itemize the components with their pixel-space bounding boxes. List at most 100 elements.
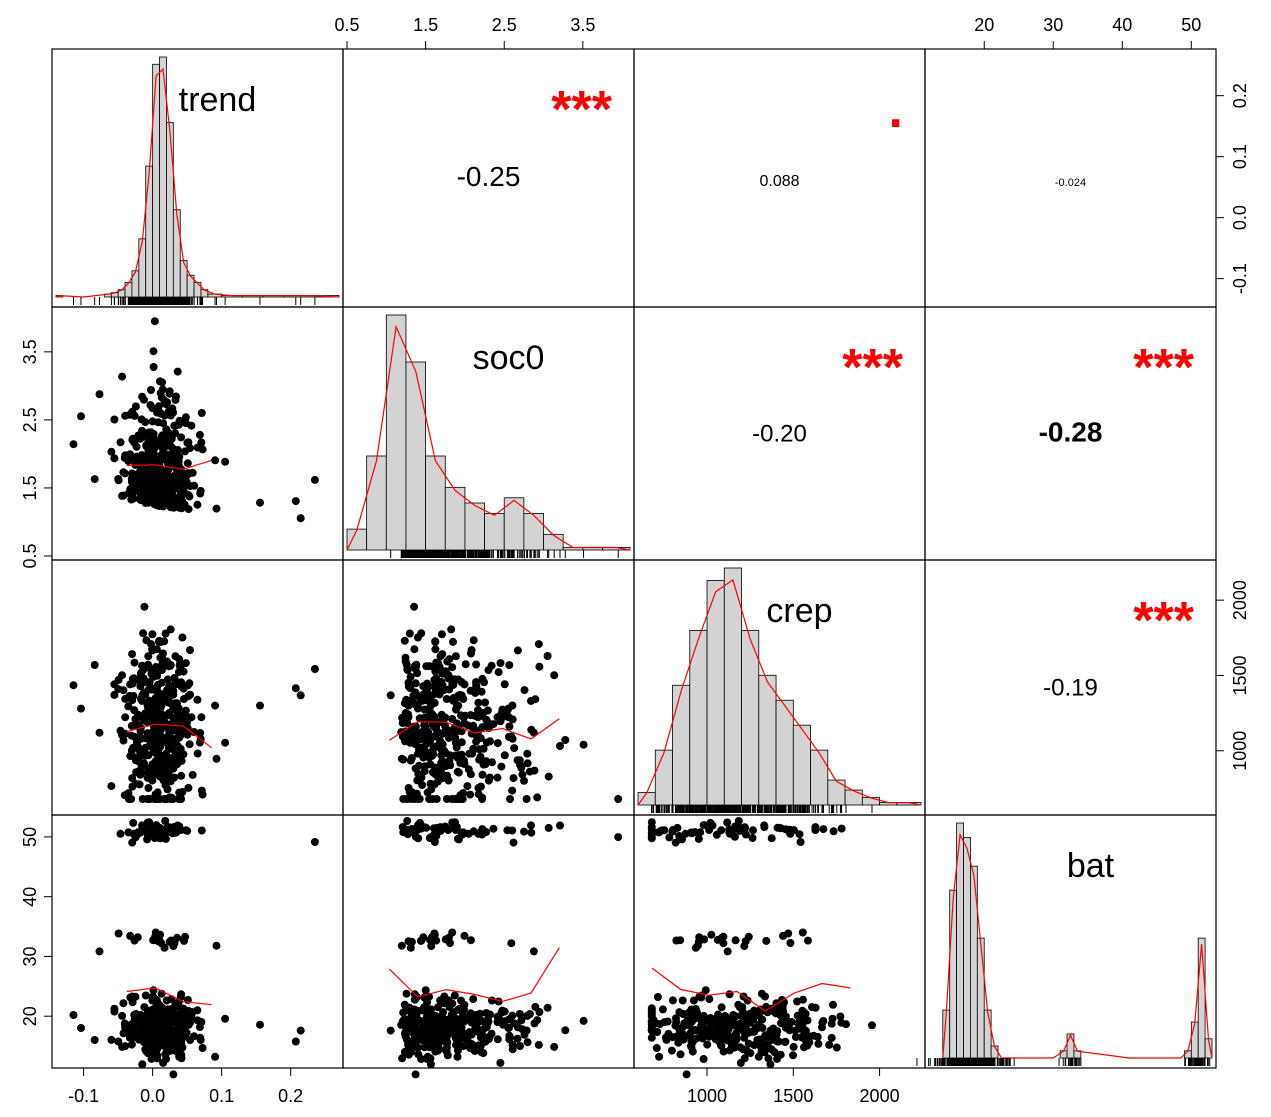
scatter-point: [150, 825, 159, 834]
scatter-point: [530, 1019, 539, 1028]
scatter-point: [136, 734, 145, 743]
scatter-point: [469, 827, 478, 836]
scatter-point: [174, 668, 183, 677]
scatter-point: [211, 1052, 220, 1061]
scatter-point: [121, 713, 130, 722]
scatter-point: [423, 788, 432, 797]
scatter-point: [508, 701, 517, 710]
scatter-point: [868, 1021, 876, 1030]
scatter-point: [138, 466, 147, 475]
scatter-point: [296, 514, 305, 523]
scatter-point: [649, 1016, 658, 1025]
scatter-point: [672, 936, 681, 945]
scatter-point: [482, 757, 491, 766]
scatter-point: [256, 701, 264, 710]
scatter-point: [145, 440, 154, 449]
scatter-point: [454, 768, 463, 777]
scatter-point: [193, 1006, 202, 1015]
scatter-point: [503, 826, 512, 835]
histogram-bar: [152, 63, 160, 298]
scatter-point: [157, 450, 166, 459]
scatter-point: [427, 1005, 436, 1014]
scatter-point: [411, 663, 420, 672]
axes: -0.1 0.0 0.1 0.2 1000 1500 2000 0.5 1.5 2.5 3.5 20 3…: [20, 15, 1250, 1106]
scatter-point: [156, 1031, 165, 1040]
histogram-bar: [844, 789, 863, 806]
scatter-point: [479, 744, 488, 753]
scatter-crep-vs-soc0: [386, 602, 623, 803]
scatter-point: [407, 795, 416, 803]
scatter-point: [424, 728, 433, 736]
scatter-crep-vs-trend: [69, 602, 319, 803]
scatter-point: [614, 795, 623, 803]
scatter-point: [403, 719, 412, 727]
scatter-point: [110, 690, 119, 699]
scatter-point: [184, 505, 193, 514]
scatter-point: [141, 751, 150, 760]
scatter-point: [185, 1019, 194, 1027]
scatter-point: [647, 1005, 656, 1014]
scatter-point: [397, 1020, 406, 1029]
scatter-point: [413, 633, 422, 642]
scatter-point: [401, 737, 409, 746]
scatter-point: [431, 1019, 440, 1028]
scatter-point: [163, 785, 172, 794]
scatter-point: [739, 1045, 747, 1054]
y-tick-label: 40: [20, 887, 40, 907]
scatter-point: [760, 1048, 769, 1057]
scatter-point: [181, 721, 189, 730]
scatter-point: [412, 789, 421, 798]
scatter-point: [508, 1011, 517, 1020]
scatter-point: [658, 1005, 667, 1014]
scatter-point: [723, 947, 732, 956]
scatter-point: [411, 1070, 420, 1079]
scatter-point: [534, 1040, 543, 1049]
scatter-point: [137, 762, 146, 771]
scatter-point: [457, 738, 466, 747]
scatter-point: [177, 682, 186, 691]
scatter-point: [174, 420, 183, 429]
scatter-point: [160, 396, 169, 405]
scatter-point: [510, 744, 519, 753]
scatter-point: [463, 782, 472, 791]
scatter-point: [647, 1026, 656, 1035]
scatter-point: [421, 696, 430, 705]
scatter-point: [421, 986, 430, 995]
scatter-point: [136, 682, 145, 691]
scatter-point: [167, 1032, 176, 1041]
scatter-point: [198, 1044, 207, 1052]
scatter-point: [139, 629, 148, 638]
scatter-point: [140, 395, 148, 404]
scatter-point: [133, 753, 142, 762]
smooth-line: [126, 987, 212, 1006]
scatter-point: [181, 932, 190, 941]
scatter-point: [138, 696, 147, 705]
scatter-point: [128, 992, 137, 1001]
scatter-point: [500, 680, 509, 689]
scatter-point: [167, 433, 176, 442]
scatter-point: [171, 395, 180, 404]
density-curve: [637, 578, 922, 806]
scatter-point: [410, 645, 419, 654]
scatter-point: [196, 729, 205, 737]
scatter-point: [483, 706, 492, 715]
scatter-point: [459, 1005, 468, 1013]
density-curve: [55, 67, 340, 298]
significance-stars: .: [889, 81, 903, 139]
scatter-point: [430, 675, 439, 684]
scatter-point: [409, 1029, 418, 1038]
scatter-point: [482, 1009, 491, 1017]
variable-label-crep: crep: [766, 592, 832, 630]
scatter-point: [176, 1043, 185, 1052]
y-tick-label: 50: [20, 827, 40, 847]
scatter-point: [837, 1018, 846, 1027]
scatter-point: [460, 931, 469, 940]
histogram-bar: [827, 779, 846, 806]
scatter-point: [431, 667, 440, 676]
scatter-point: [828, 1014, 837, 1023]
scatter-point: [431, 685, 440, 694]
scatter-point: [443, 771, 452, 780]
scatter-point: [161, 629, 170, 638]
scatter-point: [476, 752, 485, 761]
scatter-point: [695, 933, 704, 942]
